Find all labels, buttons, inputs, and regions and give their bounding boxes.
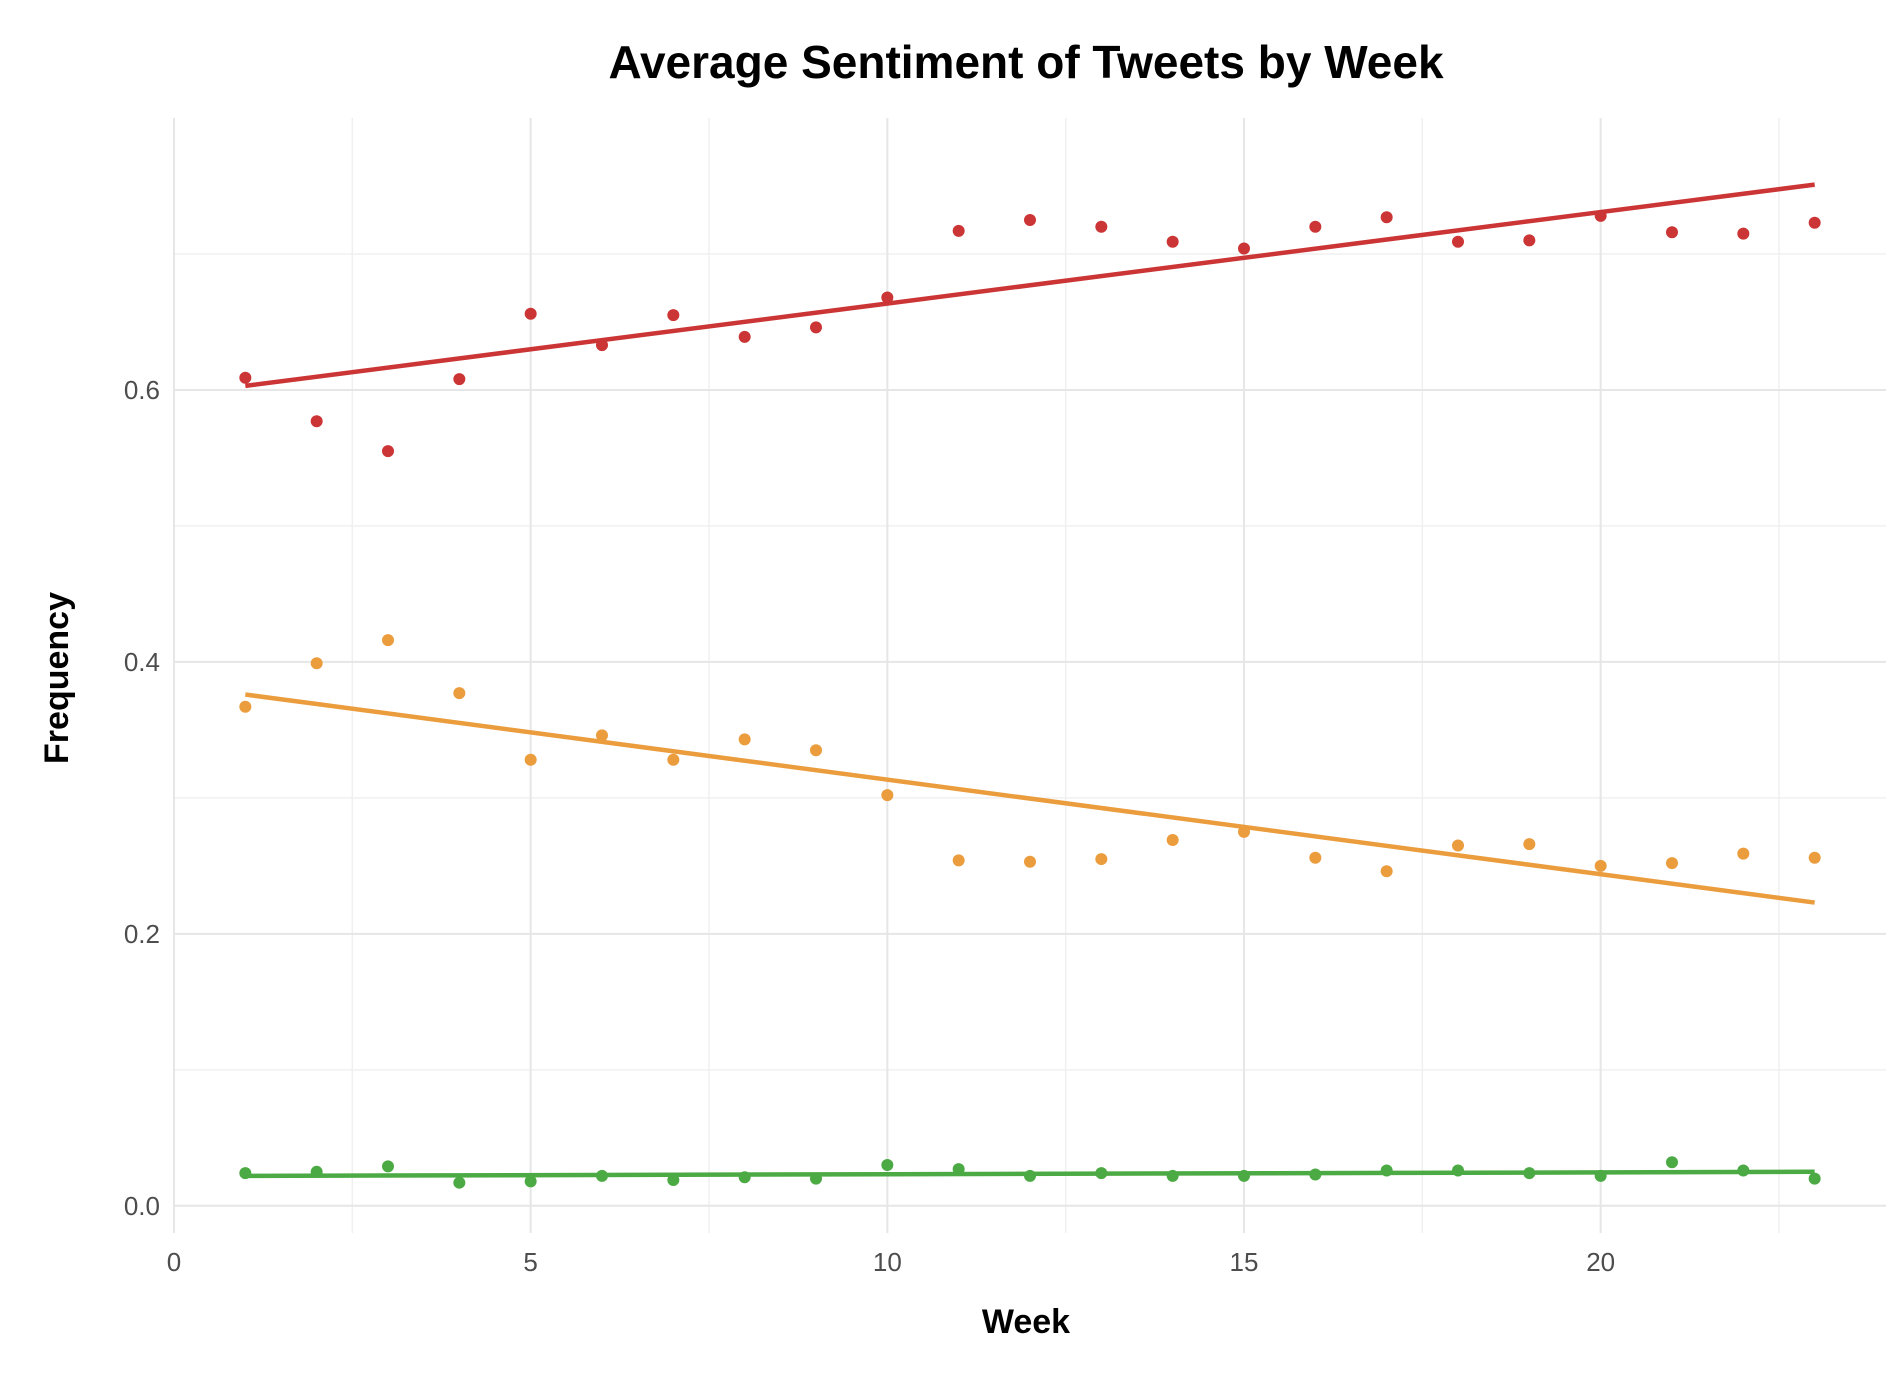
- data-point: [1238, 1169, 1250, 1182]
- y-axis-ticks: 0.0 0.2 0.4 0.6: [124, 375, 160, 1221]
- y-tick-label: 0.4: [124, 647, 160, 677]
- data-point: [810, 1172, 822, 1185]
- data-point: [1095, 220, 1108, 233]
- data-point: [1166, 834, 1179, 847]
- chart-title: Average Sentiment of Tweets by Week: [608, 36, 1443, 88]
- data-point: [1238, 242, 1250, 255]
- data-point: [1666, 1156, 1678, 1169]
- data-point: [810, 744, 822, 757]
- data-point: [1309, 1168, 1322, 1181]
- data-point: [310, 1165, 323, 1178]
- data-point: [596, 1169, 608, 1182]
- data-point: [1666, 226, 1678, 239]
- data-point: [1452, 235, 1464, 248]
- series-1: [239, 634, 1821, 905]
- data-point: [310, 415, 323, 428]
- data-point: [524, 307, 537, 320]
- y-tick-label: 0.0: [124, 1191, 160, 1221]
- data-point: [453, 687, 466, 700]
- data-point: [1452, 1164, 1464, 1177]
- x-tick-label: 0: [167, 1247, 181, 1277]
- data-point: [1380, 211, 1393, 224]
- data-point: [738, 1171, 751, 1184]
- data-point: [810, 321, 822, 334]
- data-point: [524, 753, 537, 766]
- x-tick-label: 15: [1230, 1247, 1259, 1277]
- data-point: [738, 330, 751, 343]
- data-point: [453, 1176, 466, 1189]
- data-point: [382, 634, 394, 647]
- data-point: [1309, 220, 1322, 233]
- series-0: [239, 182, 1821, 458]
- data-point: [1737, 227, 1750, 240]
- data-point: [310, 657, 323, 670]
- x-axis-ticks: 0 5 10 15 20: [167, 1247, 1615, 1277]
- data-point: [1095, 853, 1108, 866]
- data-point: [1808, 1172, 1821, 1185]
- data-point: [1452, 839, 1464, 852]
- data-point: [952, 1163, 965, 1176]
- data-point: [524, 1175, 537, 1188]
- data-point: [1808, 216, 1821, 229]
- data-point: [1380, 865, 1393, 878]
- data-point: [1024, 855, 1036, 868]
- x-tick-label: 5: [523, 1247, 537, 1277]
- x-tick-label: 10: [873, 1247, 902, 1277]
- data-point: [667, 309, 680, 322]
- x-tick-label: 20: [1586, 1247, 1615, 1277]
- y-tick-label: 0.6: [124, 375, 160, 405]
- y-axis-title: Frequency: [38, 592, 76, 764]
- data-point: [881, 1159, 894, 1172]
- data-point: [239, 371, 252, 384]
- data-point: [1523, 1167, 1536, 1180]
- series-2: [239, 1156, 1821, 1189]
- data-point: [239, 1167, 252, 1180]
- data-point: [596, 339, 608, 352]
- data-point: [382, 445, 394, 458]
- data-point: [1024, 213, 1036, 226]
- data-point: [1166, 1169, 1179, 1182]
- data-point: [1594, 209, 1607, 222]
- data-point: [1523, 838, 1536, 851]
- data-point: [239, 700, 252, 713]
- data-point: [1380, 1164, 1393, 1177]
- data-point: [1666, 857, 1678, 870]
- data-point: [952, 224, 965, 237]
- data-point: [596, 729, 608, 742]
- data-point: [881, 789, 894, 802]
- x-axis-title: Week: [982, 1303, 1070, 1341]
- data-point: [738, 733, 751, 746]
- data-point: [1166, 235, 1179, 248]
- data-point: [1024, 1169, 1036, 1182]
- data-point: [1594, 859, 1607, 872]
- data-point: [1238, 825, 1250, 838]
- data-point: [667, 753, 680, 766]
- trend-line: [245, 182, 1815, 389]
- data-point: [1737, 847, 1750, 860]
- data-point: [1309, 851, 1322, 864]
- data-point: [1594, 1169, 1607, 1182]
- series-layer: [239, 182, 1821, 1189]
- data-point: [453, 373, 466, 386]
- data-point: [881, 291, 894, 304]
- data-point: [382, 1160, 394, 1173]
- data-point: [667, 1173, 680, 1186]
- data-point: [1095, 1167, 1108, 1180]
- trend-line: [245, 692, 1815, 905]
- data-point: [952, 854, 965, 867]
- y-tick-label: 0.2: [124, 919, 160, 949]
- data-point: [1808, 851, 1821, 864]
- data-point: [1737, 1164, 1750, 1177]
- data-point: [1523, 234, 1536, 247]
